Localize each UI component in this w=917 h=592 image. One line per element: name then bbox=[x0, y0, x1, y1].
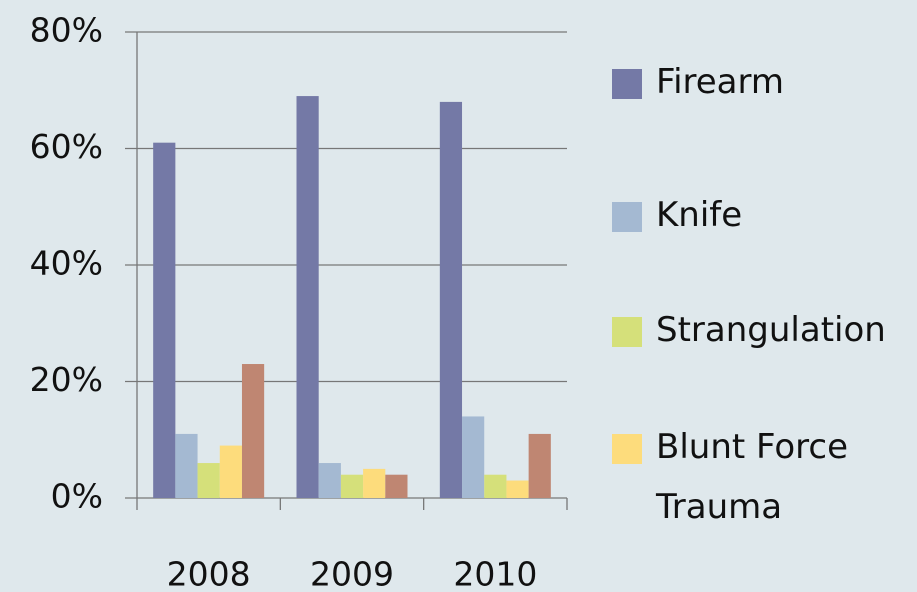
bar bbox=[506, 480, 529, 498]
legend-item: Blunt Force Trauma bbox=[612, 417, 912, 537]
bar bbox=[363, 468, 386, 498]
bar bbox=[175, 433, 198, 498]
legend-swatch bbox=[612, 317, 642, 347]
x-tick-label: 2008 bbox=[167, 555, 251, 592]
x-tick-label: 2009 bbox=[310, 555, 394, 592]
bar bbox=[219, 445, 242, 498]
legend-swatch bbox=[612, 434, 642, 464]
legend-label: Firearm bbox=[656, 62, 785, 102]
bar bbox=[340, 474, 364, 498]
bar bbox=[484, 474, 507, 498]
legend-swatch bbox=[612, 202, 642, 232]
y-tick-label: 80% bbox=[30, 11, 103, 50]
legend-swatch bbox=[612, 69, 642, 99]
y-tick-label: 20% bbox=[30, 360, 103, 399]
legend-label: Blunt Force Trauma bbox=[656, 427, 848, 527]
y-tick-label: 60% bbox=[30, 127, 103, 166]
bar bbox=[241, 364, 265, 498]
legend-item: Firearm bbox=[612, 52, 912, 112]
y-tick-label: 40% bbox=[30, 244, 103, 283]
bar bbox=[385, 474, 408, 498]
legend-item: Strangulation bbox=[612, 300, 912, 360]
bar bbox=[462, 416, 485, 498]
bar bbox=[528, 433, 551, 498]
legend-label: Strangulation bbox=[656, 310, 886, 350]
bar bbox=[153, 142, 176, 499]
legend-label: Knife bbox=[656, 195, 743, 235]
bar bbox=[296, 96, 319, 498]
bar bbox=[197, 463, 220, 498]
y-tick-label: 0% bbox=[51, 477, 103, 516]
x-tick-label: 2010 bbox=[453, 555, 537, 592]
bar bbox=[318, 463, 341, 498]
legend-item: Knife bbox=[612, 185, 912, 245]
bar bbox=[439, 101, 463, 499]
